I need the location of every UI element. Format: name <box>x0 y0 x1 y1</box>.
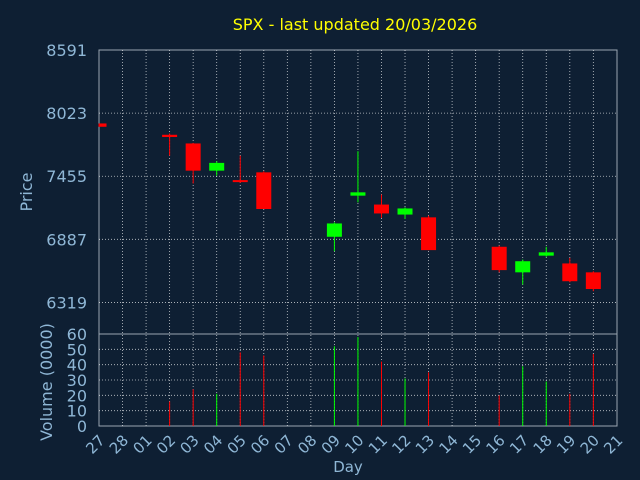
candle-body <box>256 172 272 209</box>
volume-tick-label: 30 <box>67 371 87 390</box>
volume-tick-label: 40 <box>67 356 87 375</box>
volume-axis-label: Volume (0000) <box>37 323 56 441</box>
candle-body <box>491 246 507 271</box>
candle-body <box>515 261 531 273</box>
price-axis-label: Price <box>17 172 36 211</box>
candle-body <box>585 272 601 289</box>
price-tick-label: 6319 <box>46 293 87 312</box>
candle-body <box>185 143 201 171</box>
candle-body <box>397 208 413 215</box>
volume-tick-label: 60 <box>67 325 87 344</box>
volume-tick-label: 50 <box>67 340 87 359</box>
price-tick-label: 8591 <box>46 41 87 60</box>
candle-body <box>562 263 578 282</box>
price-tick-label: 7455 <box>46 167 87 186</box>
candle-body <box>421 217 437 251</box>
volume-tick-label: 0 <box>77 417 87 436</box>
price-tick-label: 8023 <box>46 104 87 123</box>
volume-panel <box>169 337 594 426</box>
candle-body <box>99 123 107 127</box>
price-panel <box>98 123 601 292</box>
candle-body <box>326 223 342 237</box>
candle-body <box>209 162 225 171</box>
volume-tick-label: 20 <box>67 386 87 405</box>
candle-body <box>373 204 389 214</box>
candle-body <box>232 180 248 183</box>
price-tick-label: 6887 <box>46 230 87 249</box>
volume-tick-label: 10 <box>67 402 87 421</box>
candle-body <box>350 192 366 196</box>
candle-body <box>538 252 554 256</box>
x-axis-label: Day <box>333 458 363 476</box>
chart-title: SPX - last updated 20/03/2026 <box>233 15 478 34</box>
candle-body <box>162 134 178 137</box>
